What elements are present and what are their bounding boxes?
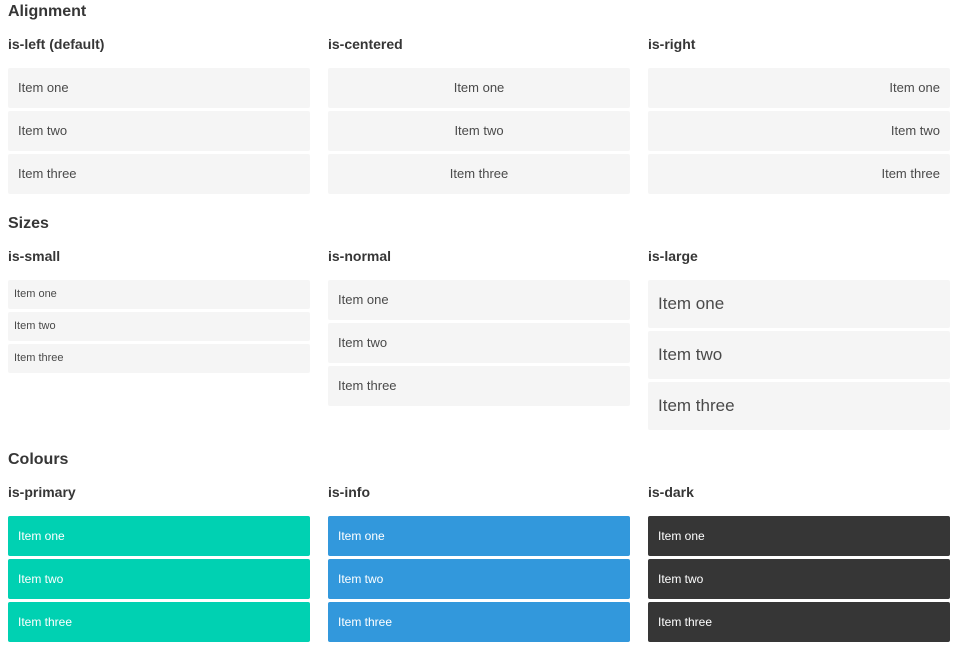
- item-list-is-normal: Item one Item two Item three: [328, 279, 630, 406]
- demo-column-is-right: is-right Item one Item two Item three: [648, 36, 950, 194]
- column-heading: is-info: [328, 484, 370, 501]
- item-list-is-info: Item one Item two Item three: [328, 515, 630, 642]
- item-list-is-large: Item one Item two Item three: [648, 279, 950, 430]
- demo-column-is-centered: is-centered Item one Item two Item three: [328, 36, 630, 194]
- list-item: Item two: [648, 110, 950, 151]
- list-item: Item three: [8, 343, 310, 373]
- list-item: Item three: [8, 153, 310, 194]
- list-item: Item three: [648, 381, 950, 430]
- demo-column-is-normal: is-normal Item one Item two Item three: [328, 248, 630, 430]
- list-item: Item one: [648, 67, 950, 108]
- list-item: Item one: [8, 279, 310, 309]
- section-columns: is-left (default) Item one Item two Item…: [8, 36, 950, 194]
- column-heading: is-large: [648, 248, 698, 265]
- list-item: Item one: [8, 515, 310, 556]
- column-heading: is-small: [8, 248, 61, 265]
- list-item: Item two: [8, 110, 310, 151]
- section-colours: Colours is-primary Item one Item two Ite…: [8, 450, 950, 642]
- list-component-demo-page: Alignment is-left (default) Item one Ite…: [8, 2, 950, 642]
- item-list-is-right: Item one Item two Item three: [648, 67, 950, 194]
- column-heading: is-dark: [648, 484, 694, 501]
- column-heading: is-normal: [328, 248, 392, 265]
- list-item: Item two: [328, 110, 630, 151]
- column-heading: is-left (default): [8, 36, 105, 53]
- demo-column-is-primary: is-primary Item one Item two Item three: [8, 484, 310, 642]
- column-heading: is-right: [648, 36, 696, 53]
- item-list-is-left: Item one Item two Item three: [8, 67, 310, 194]
- list-item: Item one: [648, 279, 950, 328]
- demo-column-is-large: is-large Item one Item two Item three: [648, 248, 950, 430]
- list-item: Item one: [328, 515, 630, 556]
- list-item: Item three: [648, 601, 950, 642]
- demo-column-is-info: is-info Item one Item two Item three: [328, 484, 630, 642]
- item-list-is-centered: Item one Item two Item three: [328, 67, 630, 194]
- list-item: Item three: [328, 365, 630, 406]
- list-item: Item three: [8, 601, 310, 642]
- list-item: Item one: [648, 515, 950, 556]
- item-list-is-small: Item one Item two Item three: [8, 279, 310, 373]
- demo-column-is-left: is-left (default) Item one Item two Item…: [8, 36, 310, 194]
- section-title: Sizes: [8, 214, 49, 232]
- section-alignment: Alignment is-left (default) Item one Ite…: [8, 2, 950, 194]
- list-item: Item one: [8, 67, 310, 108]
- section-sizes: Sizes is-small Item one Item two Item th…: [8, 214, 950, 430]
- demo-column-is-small: is-small Item one Item two Item three: [8, 248, 310, 430]
- list-item: Item three: [328, 153, 630, 194]
- list-item: Item two: [328, 558, 630, 599]
- list-item: Item three: [648, 153, 950, 194]
- section-title: Colours: [8, 450, 69, 468]
- column-heading: is-centered: [328, 36, 403, 53]
- list-item: Item two: [8, 311, 310, 341]
- item-list-is-primary: Item one Item two Item three: [8, 515, 310, 642]
- list-item: Item two: [648, 558, 950, 599]
- section-columns: is-primary Item one Item two Item three …: [8, 484, 950, 642]
- list-item: Item three: [328, 601, 630, 642]
- section-columns: is-small Item one Item two Item three is…: [8, 248, 950, 430]
- section-title: Alignment: [8, 3, 87, 20]
- item-list-is-dark: Item one Item two Item three: [648, 515, 950, 642]
- list-item: Item one: [328, 279, 630, 320]
- column-heading: is-primary: [8, 484, 76, 501]
- list-item: Item two: [648, 330, 950, 379]
- list-item: Item two: [8, 558, 310, 599]
- list-item: Item two: [328, 322, 630, 363]
- list-item: Item one: [328, 67, 630, 108]
- demo-column-is-dark: is-dark Item one Item two Item three: [648, 484, 950, 642]
